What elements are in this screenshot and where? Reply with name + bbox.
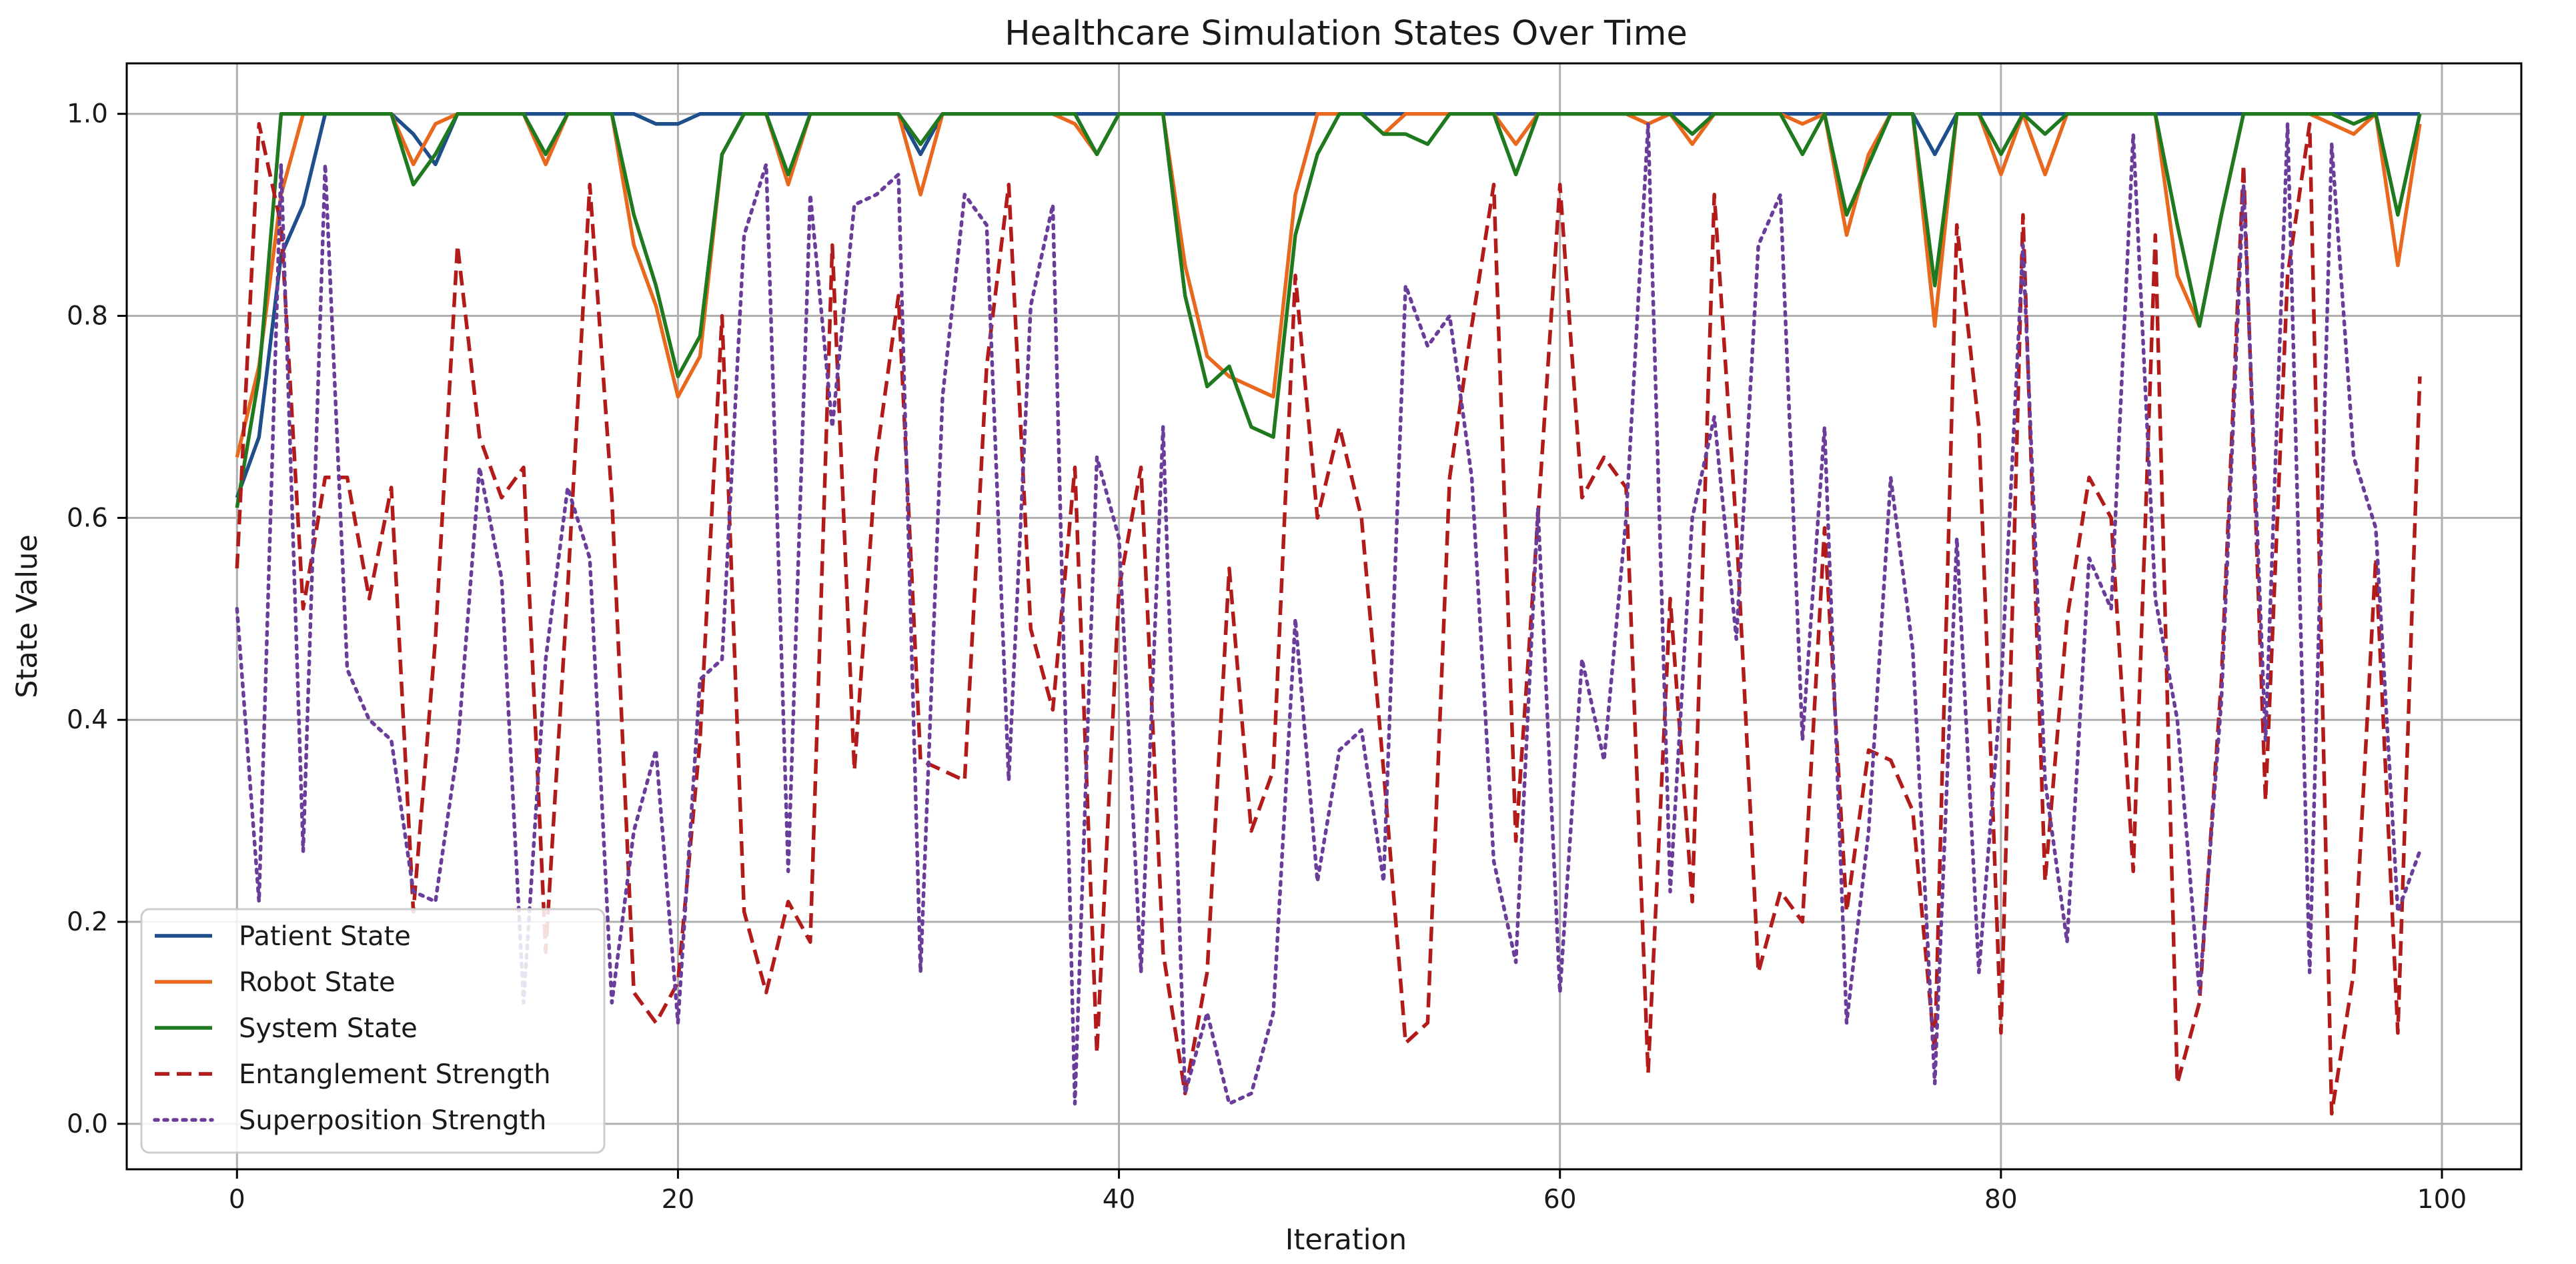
y-axis-label: State Value	[11, 534, 44, 698]
x-tick-label: 20	[662, 1185, 695, 1215]
x-tick-label: 60	[1543, 1185, 1577, 1215]
legend-label: Patient State	[239, 921, 411, 952]
legend-label: System State	[239, 1013, 418, 1044]
y-tick-label: 1.0	[67, 99, 108, 129]
legend-box	[140, 908, 606, 1154]
y-tick-label: 0.8	[67, 301, 108, 332]
y-tick-label: 0.0	[67, 1109, 108, 1139]
x-tick-label: 0	[229, 1185, 245, 1215]
x-tick-label: 40	[1103, 1185, 1136, 1215]
series-group	[235, 111, 2422, 1116]
x-tick-label: 80	[1984, 1185, 2018, 1215]
y-tick-label: 0.2	[67, 907, 108, 937]
x-tick-label: 100	[2417, 1185, 2467, 1215]
legend-label: Entanglement Strength	[239, 1059, 551, 1090]
series-line-system-state	[235, 111, 2422, 508]
plot-frame	[125, 62, 2523, 1171]
y-tick-label: 0.6	[67, 503, 108, 533]
legend-label: Robot State	[239, 967, 396, 998]
y-tick-label: 0.4	[67, 705, 108, 735]
series-line-entanglement-strength	[235, 122, 2422, 1116]
legend-label: Superposition Strength	[239, 1105, 546, 1136]
x-axis-label: Iteration	[1285, 1223, 1407, 1257]
series-line-superposition-strength	[235, 122, 2422, 1106]
axis-ticks: 0 20 40 60 80 100 0.0 0.2 0.4 0.6 0.8 1.0	[67, 99, 2467, 1215]
chart-title: Healthcare Simulation States Over Time	[1005, 14, 1688, 53]
legend: Patient State Robot State System State Enta…	[140, 908, 606, 1154]
